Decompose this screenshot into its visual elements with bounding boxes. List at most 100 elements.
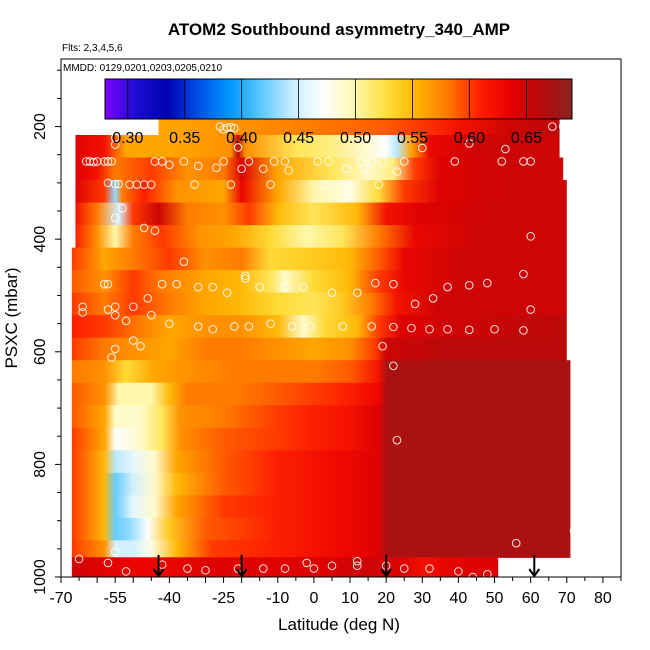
y-axis-label: PSXC (mbar) bbox=[2, 267, 21, 368]
heatmap-row bbox=[71, 450, 571, 474]
sample-point bbox=[193, 322, 203, 331]
x-tick-label: -10 bbox=[266, 590, 289, 607]
sample-point bbox=[266, 180, 275, 189]
heatmap-row bbox=[75, 157, 564, 181]
sample-point bbox=[110, 344, 120, 354]
sample-point bbox=[352, 288, 362, 297]
sample-point bbox=[259, 164, 268, 174]
sample-point bbox=[490, 324, 499, 334]
sample-point bbox=[110, 140, 120, 149]
sample-point bbox=[107, 353, 116, 362]
heatmap-row bbox=[75, 225, 567, 249]
sample-point bbox=[428, 293, 438, 303]
sample-point bbox=[110, 133, 120, 143]
x-tick-label: 60 bbox=[522, 590, 540, 607]
colorbar-gradient bbox=[104, 78, 573, 120]
sample-point bbox=[356, 157, 366, 166]
sample-point bbox=[399, 157, 409, 166]
sample-point bbox=[389, 361, 398, 371]
sample-point bbox=[230, 322, 239, 331]
sample-point bbox=[569, 526, 579, 536]
sample-point bbox=[103, 305, 113, 314]
sample-point bbox=[110, 213, 120, 223]
flight-arrows bbox=[152, 555, 541, 578]
sample-point bbox=[89, 157, 98, 167]
sample-point bbox=[78, 308, 87, 317]
x-tick-label: 0 bbox=[309, 590, 318, 607]
heatmap-row bbox=[71, 360, 571, 384]
sample-point bbox=[269, 157, 279, 166]
heatmap-row bbox=[75, 135, 560, 159]
sample-point bbox=[417, 143, 427, 153]
x-tick-label: 70 bbox=[558, 590, 576, 607]
sample-point bbox=[157, 279, 167, 289]
heatmap-row bbox=[71, 517, 571, 542]
sample-point bbox=[352, 556, 362, 566]
heatmap-row bbox=[71, 427, 571, 451]
sample-point bbox=[226, 180, 236, 189]
sample-point bbox=[100, 279, 109, 289]
sample-point bbox=[103, 558, 113, 568]
heatmap-row bbox=[71, 495, 571, 519]
sample-point bbox=[222, 288, 232, 297]
y-axis: 200 400 600 800 1000 bbox=[32, 69, 61, 595]
sample-point bbox=[407, 323, 416, 333]
sample-point bbox=[443, 282, 452, 292]
heatmap-row bbox=[71, 557, 499, 577]
sample-point bbox=[483, 278, 492, 288]
y-tick-label: 600 bbox=[32, 338, 49, 365]
sample-point bbox=[212, 163, 221, 172]
colorbar-tick-label: 0.30 bbox=[112, 130, 143, 147]
flight-arrow-head bbox=[380, 568, 392, 578]
flights-label: Flts: 2,3,4,5,6 bbox=[62, 43, 123, 54]
sample-point bbox=[287, 322, 297, 331]
sample-point bbox=[360, 164, 369, 174]
sample-point bbox=[464, 139, 474, 148]
sample-point bbox=[464, 325, 474, 335]
sample-point bbox=[230, 123, 239, 133]
x-tick-label: 30 bbox=[413, 590, 431, 607]
heatmap-row bbox=[71, 405, 571, 429]
y-tick-label: 1000 bbox=[32, 559, 49, 595]
sample-point bbox=[139, 223, 149, 233]
x-tick-label: 10 bbox=[341, 590, 359, 607]
sample-point bbox=[110, 179, 120, 189]
colorbar-tick-label: 0.65 bbox=[511, 130, 542, 147]
sample-point bbox=[121, 316, 131, 326]
sample-point bbox=[389, 322, 398, 332]
sample-point bbox=[324, 157, 333, 166]
y-tick-label: 400 bbox=[32, 226, 49, 253]
x-tick-label: 80 bbox=[594, 590, 612, 607]
sample-point bbox=[237, 164, 246, 174]
sample-point bbox=[165, 319, 174, 328]
sample-point bbox=[501, 144, 510, 154]
sample-point bbox=[208, 282, 218, 292]
sample-point bbox=[280, 564, 290, 573]
y-tick-label: 200 bbox=[32, 113, 49, 140]
sample-point bbox=[121, 567, 131, 576]
sample-point bbox=[327, 561, 337, 571]
heatmap-rows bbox=[71, 112, 571, 577]
sample-point bbox=[128, 336, 138, 345]
heatmap-row bbox=[71, 540, 571, 558]
sample-point bbox=[284, 166, 293, 175]
sample-point bbox=[255, 282, 265, 292]
sample-point bbox=[150, 226, 160, 236]
colorbar-tick-label: 0.60 bbox=[454, 130, 485, 147]
sample-point bbox=[497, 157, 507, 166]
sample-point bbox=[244, 157, 254, 166]
sample-point bbox=[371, 278, 380, 288]
sample-point bbox=[450, 157, 460, 166]
sample-point bbox=[367, 157, 377, 166]
sample-point bbox=[309, 564, 319, 573]
sample-point bbox=[201, 565, 210, 575]
heatmap-row bbox=[75, 202, 567, 226]
sample-point bbox=[74, 554, 84, 564]
sample-point bbox=[114, 179, 124, 189]
colorbar-tick-label: 0.40 bbox=[226, 130, 257, 147]
colorbar-tick-label: 0.45 bbox=[283, 130, 314, 147]
sample-point bbox=[558, 122, 568, 131]
sample-point bbox=[240, 271, 250, 281]
sample-point bbox=[519, 326, 528, 335]
sample-point bbox=[280, 157, 290, 166]
